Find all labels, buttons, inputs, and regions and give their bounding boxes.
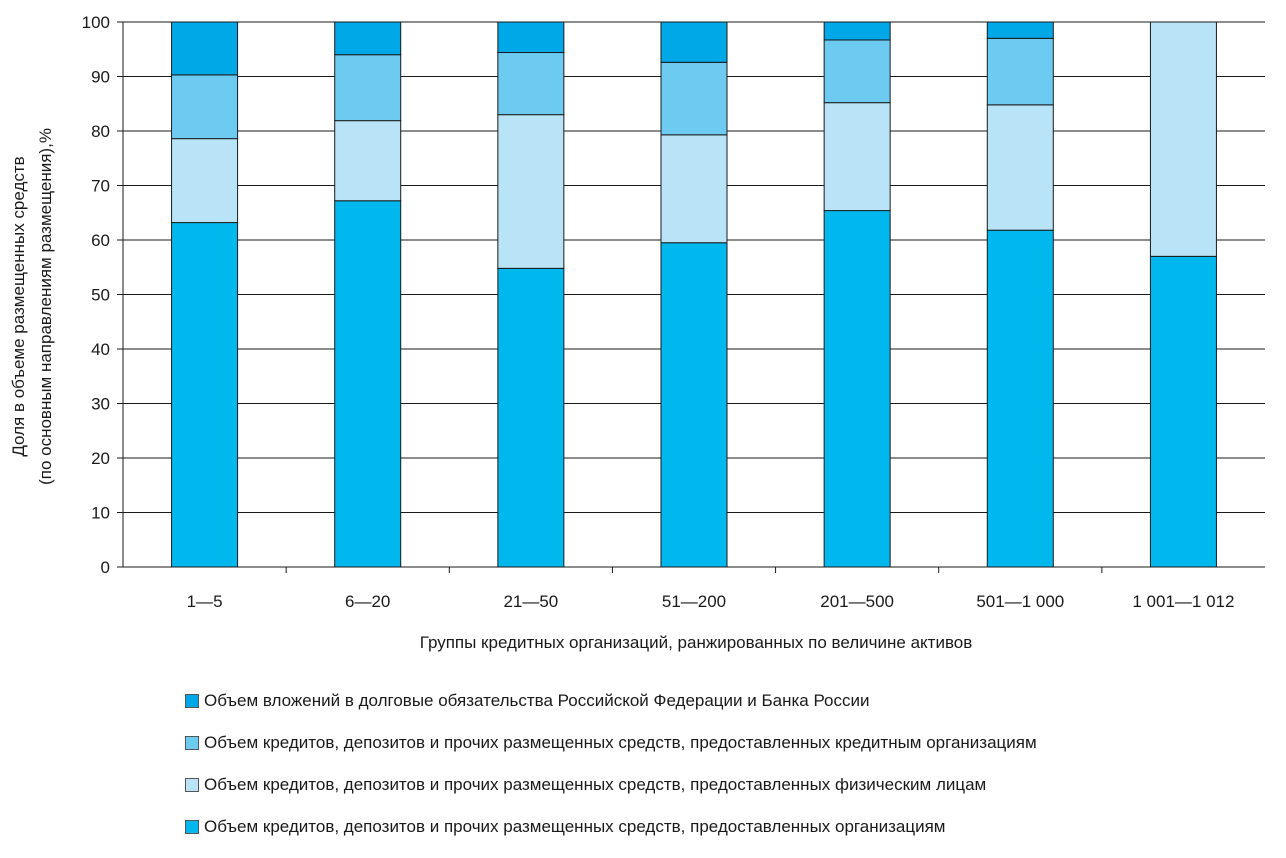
bar-segment <box>334 200 402 568</box>
y-tick-label: 60 <box>91 231 110 250</box>
x-axis-title: Группы кредитных организаций, ранжирован… <box>420 633 973 652</box>
y-tick-label: 10 <box>91 504 110 523</box>
bar-segment <box>171 74 239 140</box>
x-tick-label: 21—50 <box>503 592 558 611</box>
y-tick-label: 20 <box>91 449 110 468</box>
y-axis-title-line-2: (по основным направлениям размещения),% <box>36 128 55 485</box>
bar-segment <box>171 21 239 76</box>
y-tick-label: 80 <box>91 122 110 141</box>
x-tick-label: 6—20 <box>345 592 390 611</box>
y-tick-label: 0 <box>101 558 110 577</box>
bar-segment <box>334 54 402 122</box>
legend-swatch <box>185 736 199 750</box>
legend-label: Объем кредитов, депозитов и прочих разме… <box>204 817 946 836</box>
y-tick-label: 30 <box>91 395 110 414</box>
bar-segment <box>660 21 728 63</box>
legend-label: Объем кредитов, депозитов и прочих разме… <box>204 775 987 794</box>
bar-segment <box>660 134 728 244</box>
x-tick-label: 1 001—1 012 <box>1132 592 1234 611</box>
legend-item: Объем кредитов, депозитов и прочих разме… <box>185 732 1285 754</box>
bar-segment <box>1149 21 1217 257</box>
legend-item: Объем вложений в долговые обязательства … <box>185 690 1285 712</box>
bar-segment <box>497 267 565 568</box>
bar-segment <box>986 37 1054 106</box>
legend-swatch <box>185 694 199 708</box>
x-tick-label: 201—500 <box>820 592 894 611</box>
y-tick-label: 50 <box>91 286 110 305</box>
y-tick-label: 70 <box>91 177 110 196</box>
y-axis-title-line-1: Доля в объеме размещенных средств <box>9 156 28 456</box>
bar-segment <box>334 120 402 202</box>
bar-segment <box>823 102 891 212</box>
bar-segment <box>823 21 891 41</box>
legend: Объем вложений в долговые обязательства … <box>185 690 1285 858</box>
bar-segment <box>986 104 1054 231</box>
bar-segment <box>660 61 728 136</box>
x-tick-label: 501—1 000 <box>976 592 1064 611</box>
bar-segment <box>823 39 891 104</box>
legend-swatch <box>185 820 199 834</box>
bar-segment <box>171 222 239 568</box>
bar-segment <box>1149 255 1217 568</box>
y-tick-label: 100 <box>82 13 110 32</box>
bar-segment <box>660 242 728 568</box>
bar-segment <box>171 138 239 224</box>
legend-label: Объем кредитов, депозитов и прочих разме… <box>204 733 1037 752</box>
legend-item: Объем кредитов, депозитов и прочих разме… <box>185 774 1285 796</box>
bar-segment <box>497 52 565 116</box>
bar-segment <box>823 210 891 568</box>
bar-segment <box>986 229 1054 568</box>
bar-segment <box>334 21 402 56</box>
x-tick-label: 1—5 <box>187 592 223 611</box>
y-tick-label: 90 <box>91 68 110 87</box>
bar-segment <box>497 114 565 269</box>
legend-item: Объем кредитов, депозитов и прочих разме… <box>185 816 1285 838</box>
bar-segment <box>497 21 565 54</box>
x-tick-label: 51—200 <box>662 592 726 611</box>
legend-swatch <box>185 778 199 792</box>
bar-segment <box>986 21 1054 39</box>
y-tick-label: 40 <box>91 340 110 359</box>
legend-label: Объем вложений в долговые обязательства … <box>204 691 870 710</box>
